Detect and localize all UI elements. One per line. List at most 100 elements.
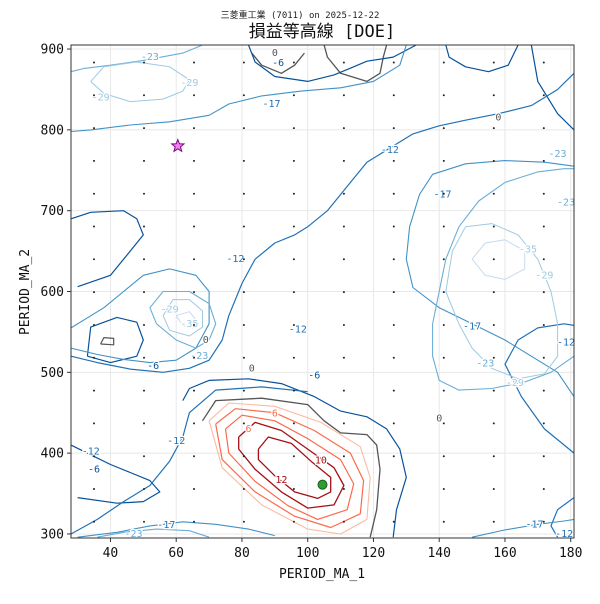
sample-point — [492, 61, 495, 64]
sample-point — [93, 488, 95, 490]
sample-point — [193, 422, 195, 425]
sample-point — [292, 389, 295, 392]
sample-point — [242, 455, 245, 458]
sample-point — [542, 127, 545, 130]
contour-label: -6 — [147, 361, 159, 372]
sample-point — [193, 291, 195, 294]
contour-labels: 00000-6-6-6-6-12-12-12-12-12-12-12-17-17… — [80, 47, 576, 542]
sample-point — [242, 356, 245, 359]
contour-line — [70, 44, 407, 133]
sample-point — [342, 389, 345, 392]
sample-point — [542, 520, 545, 523]
sample-points — [93, 61, 545, 523]
sample-point — [193, 127, 195, 130]
sample-point — [292, 94, 295, 97]
sample-point — [292, 422, 295, 425]
contour-label: -17 — [433, 190, 451, 201]
contour-label: -23 — [190, 351, 208, 362]
sample-point — [392, 324, 395, 326]
sample-point — [242, 127, 245, 130]
contour-label: -17 — [463, 321, 481, 332]
x-tick-label: 100 — [296, 546, 319, 561]
sample-point — [342, 488, 345, 490]
x-tick-label: 140 — [427, 546, 450, 561]
contour-label: -12 — [557, 337, 575, 348]
contour-label: -23 — [549, 149, 567, 160]
sample-point — [93, 127, 95, 130]
contour-line — [251, 52, 305, 74]
contour-line — [175, 311, 197, 329]
sample-point — [442, 61, 445, 64]
sample-point — [292, 258, 295, 261]
sample-point — [392, 356, 395, 359]
contour-line — [215, 408, 365, 529]
sample-point — [193, 192, 195, 195]
contour-label: -29 — [92, 93, 110, 104]
sample-point — [93, 94, 95, 97]
y-tick-label: 600 — [41, 285, 64, 300]
sample-point — [93, 225, 95, 228]
sample-point — [292, 159, 295, 162]
sample-point — [292, 291, 295, 294]
contour-label: -17 — [526, 519, 544, 530]
contour-line — [504, 323, 575, 454]
contour-label: -12 — [82, 447, 100, 458]
sample-point — [442, 225, 445, 228]
x-tick-label: 40 — [103, 546, 119, 561]
contour-line — [208, 402, 371, 535]
sample-point — [492, 192, 495, 195]
x-tick-label: 160 — [493, 546, 516, 561]
sample-point — [392, 127, 395, 130]
sample-point — [93, 455, 95, 458]
sample-point — [342, 291, 345, 294]
contour-line — [162, 299, 203, 337]
sample-point — [93, 159, 95, 162]
contour-label: 0 — [272, 48, 278, 59]
sample-point — [542, 225, 545, 228]
sample-point — [392, 159, 395, 162]
sample-point — [242, 520, 245, 523]
contour-line — [70, 72, 575, 373]
contour-label: -6 — [272, 58, 284, 69]
sample-point — [292, 324, 295, 326]
sample-point — [242, 94, 245, 97]
sample-point — [93, 422, 95, 425]
sample-point — [193, 389, 195, 392]
sample-point — [143, 127, 145, 130]
sample-point — [392, 258, 395, 261]
chart-suptitle: 三菱重工業 (7011) on 2025-12-22 — [221, 9, 380, 21]
sample-point — [492, 258, 495, 261]
sample-point — [242, 258, 245, 261]
contour-label: -17 — [157, 520, 175, 531]
contour-line — [70, 268, 210, 364]
sample-point — [442, 520, 445, 523]
sample-point — [143, 258, 145, 261]
sample-point — [143, 488, 145, 490]
sample-point — [492, 520, 495, 523]
sample-point — [442, 389, 445, 392]
sample-point — [342, 520, 345, 523]
contour-line — [247, 44, 417, 82]
contour-line — [149, 290, 217, 349]
contour-line — [100, 337, 115, 346]
sample-point — [542, 422, 545, 425]
contour-line — [70, 44, 203, 73]
sample-point — [242, 324, 245, 326]
sample-point — [93, 192, 95, 195]
contour-line — [224, 414, 355, 520]
contour-lines — [70, 44, 575, 538]
contour-line — [445, 44, 519, 73]
x-axis-ticks: 40 60 80 100 120 140 160 180 — [103, 538, 582, 561]
sample-point — [193, 159, 195, 162]
sample-point — [492, 324, 495, 326]
sample-point — [542, 488, 545, 490]
contour-line — [432, 168, 575, 391]
contour-line — [70, 210, 144, 288]
sample-point — [242, 159, 245, 162]
sample-point — [292, 61, 295, 64]
sample-point — [292, 488, 295, 490]
sample-point — [392, 520, 395, 523]
sample-point — [193, 61, 195, 64]
contour-label: -29 — [180, 78, 198, 89]
